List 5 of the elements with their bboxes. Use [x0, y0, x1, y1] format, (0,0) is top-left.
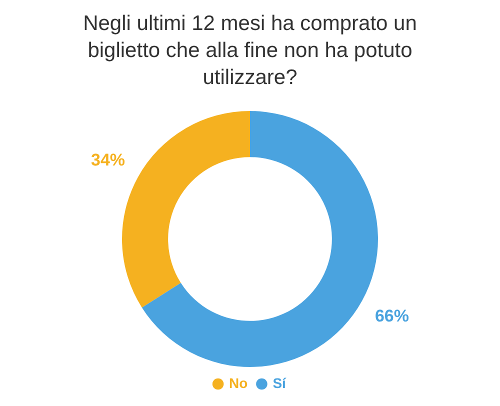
legend-label: Sí — [272, 374, 288, 391]
chart-title: Negli ultimi 12 mesi ha comprato un biglietto che alla fine non ha potuto utilizzare? — [82, 11, 418, 91]
data-label: 34% — [91, 150, 126, 170]
data-label: 66% — [374, 306, 409, 326]
legend-label: No — [229, 374, 248, 391]
